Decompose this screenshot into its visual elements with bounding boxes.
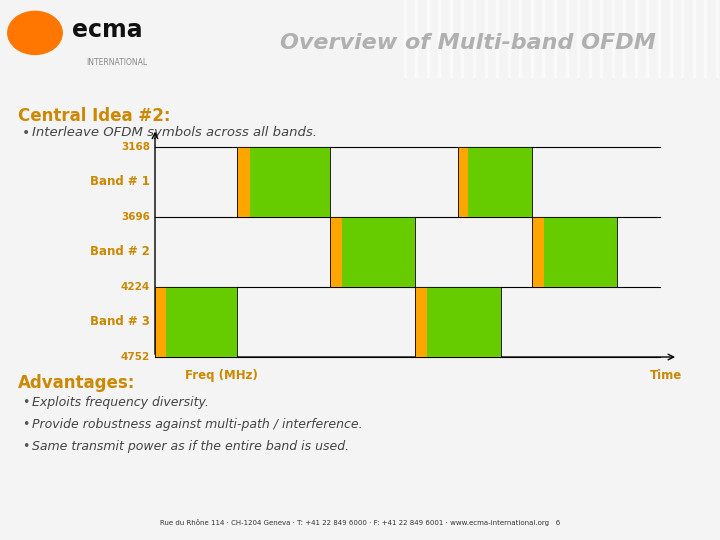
Bar bbox=[468, 147, 532, 217]
Text: Freq (MHz): Freq (MHz) bbox=[185, 369, 258, 382]
Text: Band # 1: Band # 1 bbox=[90, 176, 150, 188]
Bar bbox=[532, 217, 617, 287]
Bar bbox=[532, 217, 544, 287]
Text: 4752: 4752 bbox=[121, 352, 150, 362]
Bar bbox=[250, 147, 330, 217]
Text: •: • bbox=[22, 418, 30, 431]
Text: 3168: 3168 bbox=[121, 142, 150, 152]
Text: Band # 3: Band # 3 bbox=[90, 315, 150, 328]
Bar bbox=[330, 217, 415, 287]
Bar bbox=[342, 217, 415, 287]
Bar bbox=[237, 147, 250, 217]
Bar bbox=[415, 287, 500, 357]
Text: INTERNATIONAL: INTERNATIONAL bbox=[86, 58, 147, 67]
Text: Advantages:: Advantages: bbox=[18, 374, 135, 392]
Text: Time: Time bbox=[649, 369, 682, 382]
Bar bbox=[544, 217, 617, 287]
Bar bbox=[415, 287, 427, 357]
Bar bbox=[237, 147, 330, 217]
Text: Rue du Rhône 114 · CH-1204 Geneva · T: +41 22 849 6000 · F: +41 22 849 6001 · ww: Rue du Rhône 114 · CH-1204 Geneva · T: +… bbox=[160, 519, 560, 526]
Text: Provide robustness against multi-path / interference.: Provide robustness against multi-path / … bbox=[32, 418, 363, 431]
Bar bbox=[155, 287, 166, 357]
Ellipse shape bbox=[8, 11, 62, 55]
Bar bbox=[166, 287, 237, 357]
Bar bbox=[427, 287, 500, 357]
Text: Exploits frequency diversity.: Exploits frequency diversity. bbox=[32, 396, 209, 409]
Text: 3696: 3696 bbox=[121, 212, 150, 222]
Bar bbox=[330, 217, 342, 287]
Text: Interleave OFDM symbols across all bands.: Interleave OFDM symbols across all bands… bbox=[32, 126, 317, 139]
Bar bbox=[458, 147, 468, 217]
Text: Central Idea #2:: Central Idea #2: bbox=[18, 107, 171, 125]
Bar bbox=[458, 147, 532, 217]
Text: •: • bbox=[22, 440, 30, 453]
Text: Overview of Multi-band OFDM: Overview of Multi-band OFDM bbox=[280, 33, 656, 53]
Bar bbox=[155, 287, 237, 357]
Text: Band # 2: Band # 2 bbox=[90, 245, 150, 259]
Text: 4224: 4224 bbox=[121, 282, 150, 292]
Text: •: • bbox=[22, 396, 30, 409]
Text: Same transmit power as if the entire band is used.: Same transmit power as if the entire ban… bbox=[32, 440, 349, 453]
Text: •: • bbox=[22, 126, 30, 140]
Text: ecma: ecma bbox=[71, 18, 143, 42]
